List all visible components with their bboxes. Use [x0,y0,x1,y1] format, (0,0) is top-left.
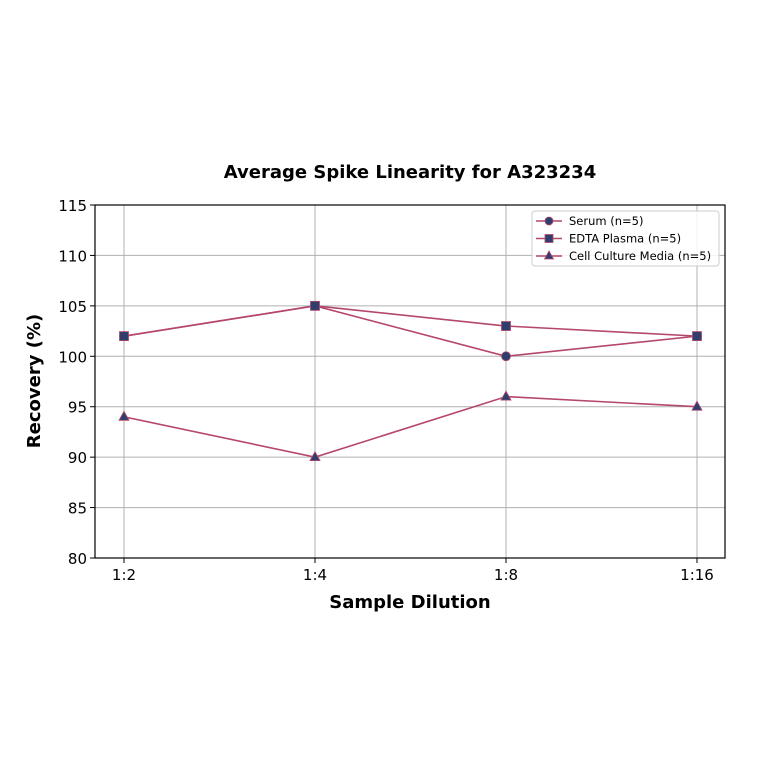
square-marker-icon [119,331,129,342]
square-marker-icon [544,234,554,243]
y-tick-label: 95 [68,399,87,417]
y-axis-label: Recovery (%) [24,314,45,448]
y-tick-label: 100 [58,348,87,366]
y-tick-label: 90 [68,449,87,467]
legend-label: Serum (n=5) [569,214,643,228]
chart-title: Average Spike Linearity for A323234 [224,162,596,183]
legend-label: EDTA Plasma (n=5) [569,232,681,246]
x-tick-label: 1:2 [112,566,136,584]
triangle-marker-icon [543,250,555,260]
square-marker-icon [310,300,320,311]
y-axis-ticks: 80 85 90 95 100 105 110 115 [58,197,95,568]
x-axis-ticks: 1:2 1:4 1:8 1:16 [112,558,714,584]
y-tick-label: 105 [58,298,87,316]
plot-frame [94,204,726,559]
y-tick-label: 115 [58,197,87,215]
triangle-marker-icon [691,400,703,411]
y-tick-label: 110 [58,247,87,265]
y-tick-label: 85 [68,500,87,518]
x-tick-label: 1:8 [494,566,518,584]
circle-marker-icon [501,351,511,362]
triangle-marker-icon [118,410,130,421]
square-marker-icon [692,331,702,342]
y-tick-label: 80 [68,550,87,568]
triangle-marker-icon [309,450,321,462]
series-square [119,300,702,342]
legend: Serum (n=5) EDTA Plasma (n=5) Cell Culture… [531,210,720,267]
square-marker-icon [501,321,511,331]
x-tick-label: 1:16 [680,566,714,584]
circle-marker-icon [544,216,554,226]
triangle-marker-icon [500,390,512,401]
legend-label: Cell Culture Media (n=5) [569,249,711,263]
x-axis-label: Sample Dilution [329,592,490,613]
series-lines [118,300,703,462]
series-triangle [118,390,703,462]
x-tick-label: 1:4 [303,566,327,584]
